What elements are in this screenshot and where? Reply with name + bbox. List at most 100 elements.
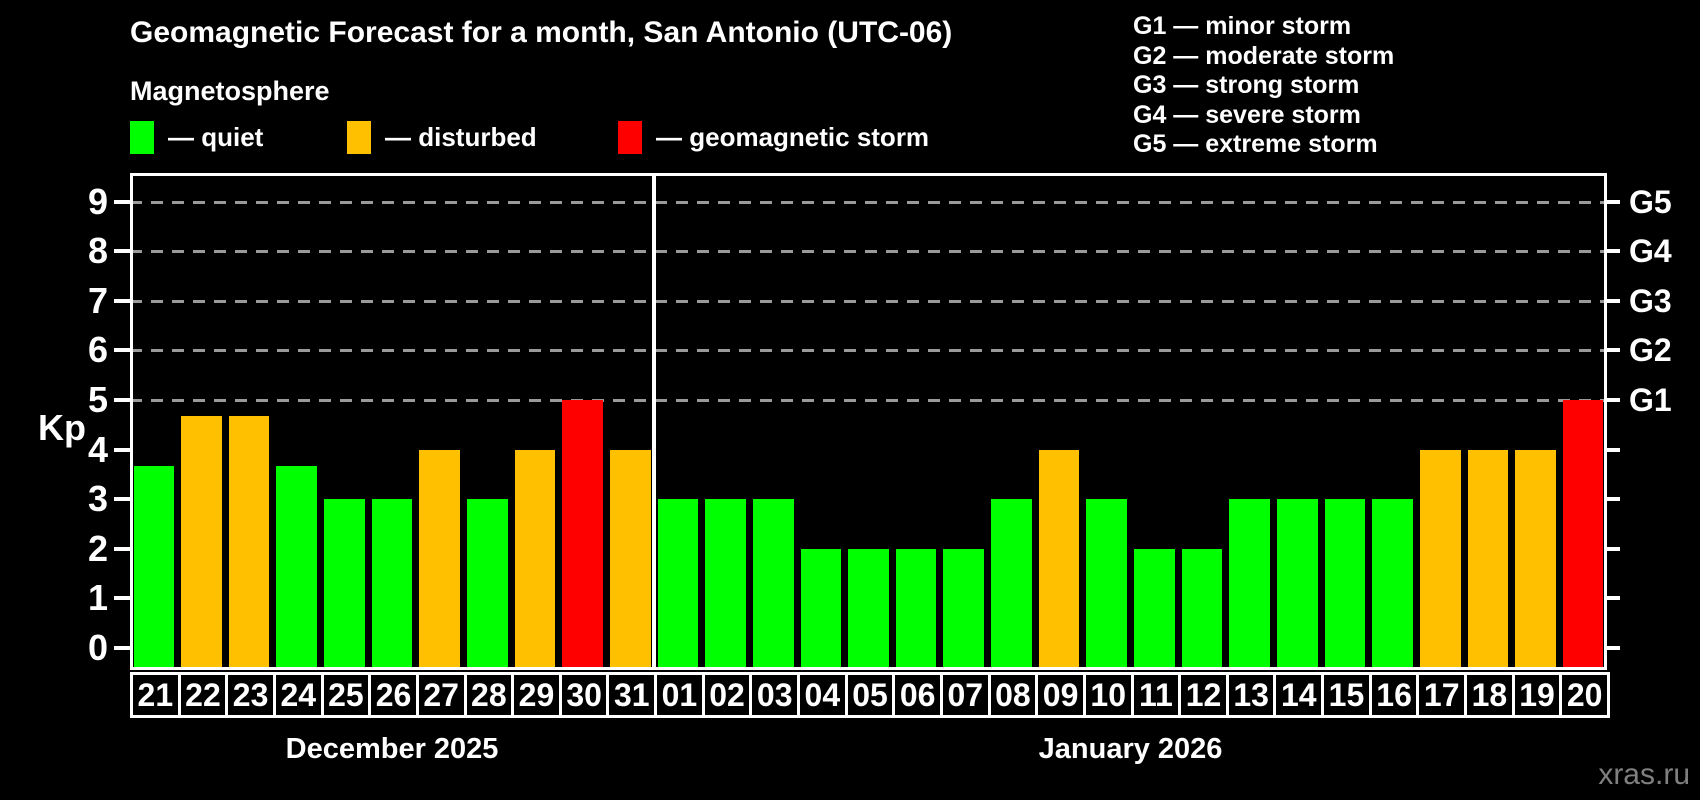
- day-label-cell-19: 19: [1511, 672, 1563, 718]
- kp-bar-day-08: [991, 499, 1032, 670]
- y-axis-tick-right-0: [1604, 646, 1620, 650]
- y-axis-tick-label-3: 3: [87, 478, 108, 520]
- legend-item-storm: — geomagnetic storm: [618, 121, 929, 154]
- day-label-cell-13: 13: [1225, 672, 1277, 718]
- disturbed-color-swatch: [347, 121, 371, 154]
- day-label-cell-23: 23: [225, 672, 276, 718]
- day-label-cell-27: 27: [415, 672, 467, 718]
- kp-bar-day-12: [1181, 548, 1223, 670]
- gridline-kp9: [130, 200, 1607, 204]
- g-scale-legend: G1 — minor storm G2 — moderate storm G3 — …: [1133, 12, 1394, 160]
- day-label-cell-05: 05: [844, 672, 896, 718]
- y-axis-tick-right-8: [1604, 249, 1620, 254]
- kp-bar-day-30: [562, 400, 603, 670]
- day-label-cell-25: 25: [320, 672, 372, 718]
- day-label-cell-26: 26: [368, 672, 419, 718]
- y-axis-tick-right-3: [1604, 497, 1620, 502]
- month-label-january: January 2026: [1038, 733, 1223, 765]
- legend-item-quiet: — quiet: [130, 121, 263, 154]
- y-axis-tick-right-2: [1604, 546, 1620, 551]
- y-axis-tick-left-3: [114, 497, 130, 502]
- kp-bar-day-27: [419, 449, 460, 670]
- kp-bar-day-21: [133, 465, 175, 670]
- kp-bar-day-06: [895, 548, 937, 670]
- kp-bar-day-20: [1562, 400, 1604, 670]
- y-axis-label-kp: Kp: [38, 407, 86, 448]
- y-axis-tick-label-7: 7: [87, 279, 108, 321]
- g-scale-item-1: G1 — minor storm: [1133, 12, 1352, 40]
- day-label-cell-17: 17: [1416, 672, 1468, 718]
- quiet-color-swatch: [130, 121, 154, 154]
- kp-bar-day-10: [1086, 499, 1128, 670]
- y-axis-tick-left-6: [114, 348, 130, 353]
- day-label-cell-30: 30: [558, 672, 610, 718]
- subtitle-magnetosphere: Magnetosphere: [130, 76, 330, 106]
- day-label-cell-29: 29: [511, 672, 562, 718]
- y-axis-tick-label-9: 9: [87, 180, 108, 222]
- g-axis-label-g3: G3: [1629, 282, 1672, 319]
- day-label-cell-02: 02: [701, 672, 753, 718]
- legend-label-quiet: — quiet: [168, 122, 264, 152]
- kp-bar-day-23: [228, 416, 270, 670]
- day-label-cell-11: 11: [1130, 672, 1182, 718]
- g-axis-label-g4: G4: [1629, 233, 1672, 270]
- plot-area: [130, 173, 1607, 670]
- day-label-cell-14: 14: [1273, 672, 1325, 718]
- day-label-cell-15: 15: [1321, 672, 1372, 718]
- day-label-cell-31: 31: [606, 672, 658, 718]
- y-axis-tick-left-7: [114, 298, 130, 303]
- day-label-cell-04: 04: [797, 672, 848, 718]
- g-scale-item-2: G2 — moderate storm: [1133, 41, 1395, 70]
- y-axis-tick-label-5: 5: [87, 379, 108, 420]
- day-label-cell-03: 03: [749, 672, 801, 718]
- day-label-cell-24: 24: [272, 672, 324, 718]
- gridline-kp7: [130, 299, 1607, 303]
- kp-bar-day-01: [657, 499, 699, 670]
- g-axis-label-g5: G5: [1629, 183, 1672, 220]
- day-label-cell-28: 28: [463, 672, 515, 718]
- kp-bar-day-31: [609, 449, 651, 670]
- kp-bar-day-28: [467, 499, 508, 670]
- y-axis-tick-right-6: [1604, 348, 1620, 353]
- kp-bar-day-19: [1515, 449, 1556, 670]
- g-axis-label-g1: G1: [1629, 382, 1672, 418]
- y-axis-tick-label-4: 4: [87, 428, 108, 470]
- day-label-cell-21: 21: [130, 672, 181, 718]
- day-label-cell-08: 08: [987, 672, 1039, 718]
- kp-bar-day-02: [705, 499, 746, 670]
- day-label-cell-10: 10: [1082, 672, 1134, 718]
- watermark-xras: xras.ru: [1598, 758, 1690, 791]
- y-axis-tick-label-6: 6: [87, 329, 108, 371]
- y-axis-tick-left-8: [114, 249, 130, 254]
- day-label-cell-01: 01: [654, 672, 705, 718]
- y-axis-tick-right-9: [1604, 199, 1620, 204]
- day-label-cell-09: 09: [1035, 672, 1086, 718]
- kp-bar-day-18: [1467, 449, 1509, 670]
- y-axis-tick-right-4: [1604, 447, 1620, 452]
- y-axis-tick-right-7: [1604, 298, 1620, 303]
- month-label-december: December 2025: [285, 733, 499, 765]
- kp-bar-day-05: [848, 548, 889, 670]
- kp-bar-day-22: [181, 416, 222, 670]
- day-label-cell-22: 22: [177, 672, 229, 718]
- day-label-cell-06: 06: [892, 672, 943, 718]
- y-axis-tick-left-9: [114, 199, 130, 204]
- legend-label-disturbed: — disturbed: [385, 122, 537, 152]
- day-label-cell-18: 18: [1464, 672, 1515, 718]
- kp-bar-day-26: [371, 499, 413, 670]
- y-axis-tick-right-1: [1604, 596, 1620, 601]
- day-label-cell-20: 20: [1559, 672, 1610, 718]
- y-axis-tick-label-2: 2: [87, 527, 108, 569]
- color-legend: — quiet — disturbed — geomagnetic storm: [0, 121, 1700, 157]
- y-axis-tick-left-0: [114, 646, 130, 650]
- y-axis-tick-label-1: 1: [87, 577, 108, 619]
- kp-bar-day-03: [752, 499, 794, 670]
- kp-bar-day-29: [514, 449, 556, 670]
- kp-bar-day-07: [943, 548, 985, 670]
- page-title: Geomagnetic Forecast for a month, San An…: [130, 16, 953, 49]
- g-scale-item-5: G5 — extreme storm: [1133, 130, 1378, 158]
- y-axis-tick-label-0: 0: [87, 627, 108, 668]
- kp-bar-day-16: [1372, 499, 1413, 670]
- y-axis-tick-left-5: [114, 398, 130, 402]
